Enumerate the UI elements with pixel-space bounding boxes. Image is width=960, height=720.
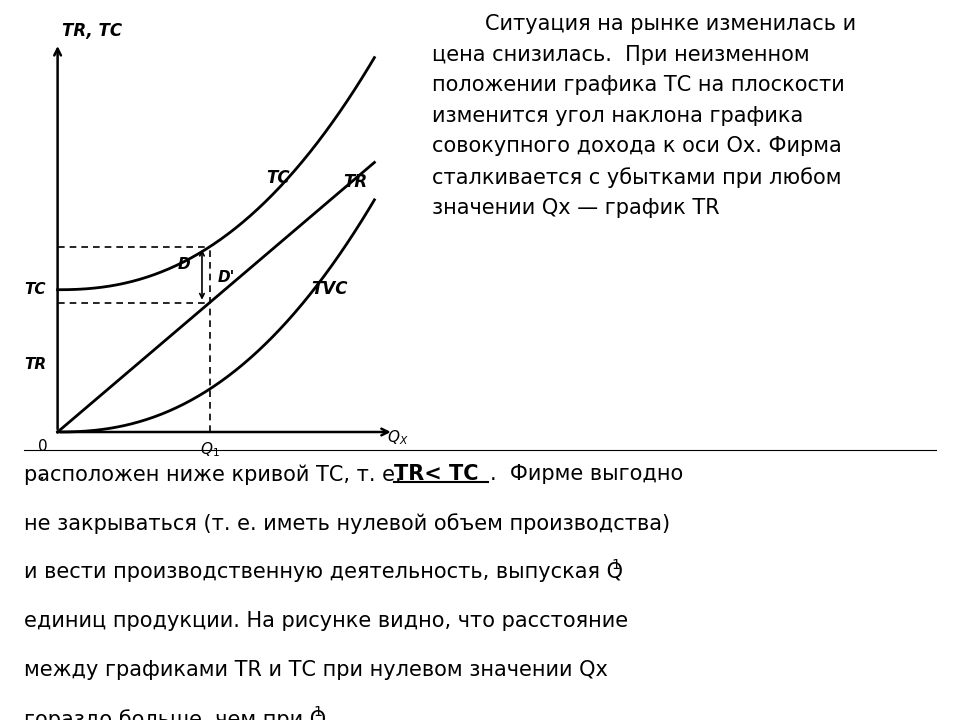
Text: .: . [38, 464, 45, 483]
Text: расположен ниже кривой ТС, т. е.: расположен ниже кривой ТС, т. е. [24, 464, 408, 485]
Text: TC: TC [24, 282, 46, 297]
Text: $Q_X$: $Q_X$ [387, 428, 408, 447]
Text: $Q_1$: $Q_1$ [200, 441, 220, 459]
Text: .  Фирме выгодно: . Фирме выгодно [490, 464, 683, 485]
Text: не закрываться (т. е. иметь нулевой объем производства): не закрываться (т. е. иметь нулевой объе… [24, 513, 670, 534]
Text: 1: 1 [314, 705, 323, 719]
Text: .: . [325, 709, 332, 720]
Text: между графиками TR и ТС при нулевом значении Qx: между графиками TR и ТС при нулевом знач… [24, 660, 608, 680]
Text: TC: TC [267, 169, 290, 187]
Text: TVC: TVC [311, 279, 348, 297]
Text: 0: 0 [38, 439, 48, 454]
Text: TR: TR [24, 357, 46, 372]
Text: TR: TR [343, 174, 367, 192]
Text: гораздо больше, чем при Q: гораздо больше, чем при Q [24, 709, 326, 720]
Text: Ситуация на рынке изменилась и
цена снизилась.  При неизменном
положении графика: Ситуация на рынке изменилась и цена сниз… [432, 14, 856, 218]
Text: 1: 1 [612, 558, 620, 572]
Text: TR< TC: TR< TC [394, 464, 478, 485]
Text: единиц продукции. На рисунке видно, что расстояние: единиц продукции. На рисунке видно, что … [24, 611, 628, 631]
Text: D': D' [217, 270, 234, 285]
Text: D: D [178, 257, 190, 272]
Text: и вести производственную деятельность, выпуская Q: и вести производственную деятельность, в… [24, 562, 623, 582]
Text: TR, TC: TR, TC [62, 22, 123, 40]
